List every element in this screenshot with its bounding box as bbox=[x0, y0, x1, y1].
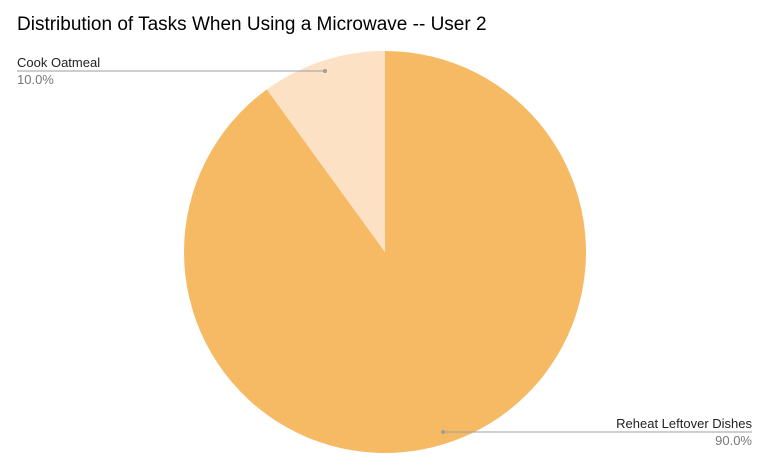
pie-slice-cook-oatmeal bbox=[266, 51, 385, 252]
leader-dot-reheat-leftover-dishes bbox=[441, 430, 445, 434]
slice-label-reheat-leftover-dishes: Reheat Leftover Dishes bbox=[616, 416, 752, 431]
leader-dot-cook-oatmeal bbox=[323, 69, 327, 73]
slice-percent-cook-oatmeal: 10.0% bbox=[17, 72, 54, 87]
slice-percent-reheat-leftover-dishes: 90.0% bbox=[715, 433, 752, 448]
chart-title: Distribution of Tasks When Using a Micro… bbox=[17, 14, 487, 35]
slice-label-cook-oatmeal: Cook Oatmeal bbox=[17, 55, 100, 70]
